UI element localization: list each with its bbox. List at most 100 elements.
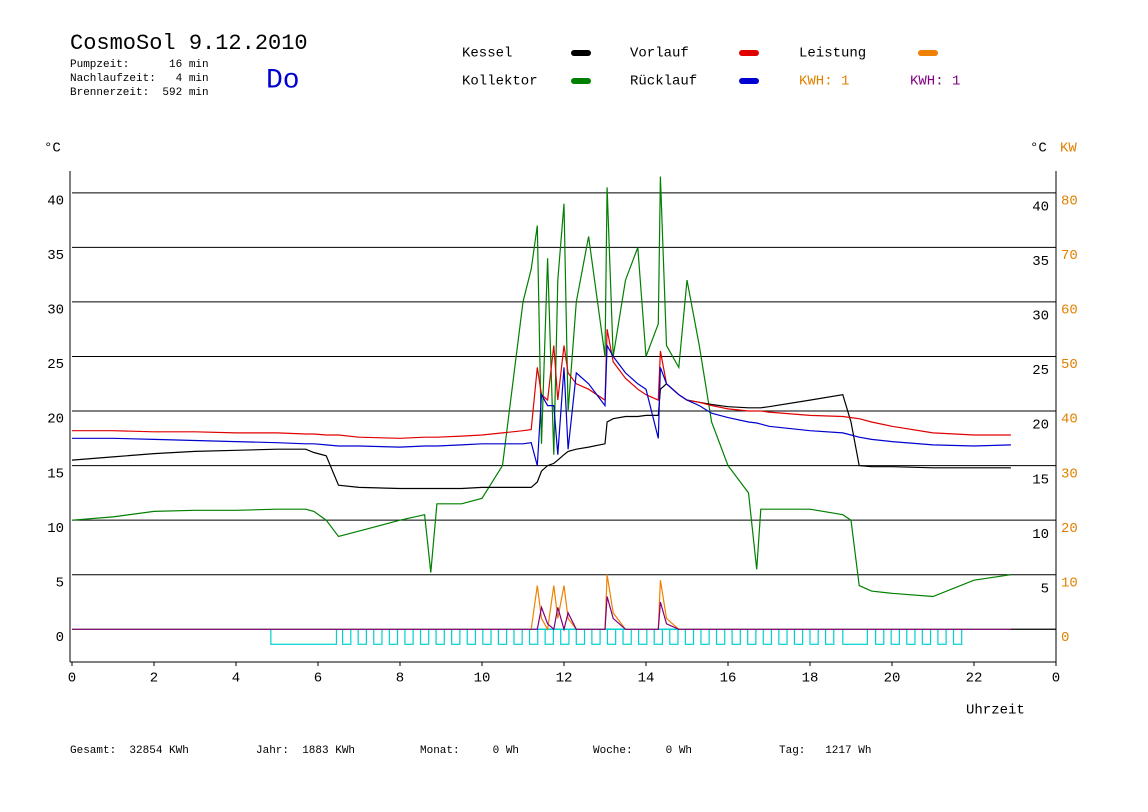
y-right-tick-label: 15: [1032, 472, 1049, 488]
footer: Gesamt: 32854 KWh: [70, 745, 189, 757]
y2-axis-label: KW: [1060, 141, 1077, 157]
pump-interval: [404, 628, 414, 645]
x-tick-label: 12: [556, 671, 573, 687]
pump-interval: [575, 628, 586, 645]
info: Pumpzeit: 16 min: [70, 59, 209, 71]
pump-interval: [731, 628, 741, 645]
pump-interval: [435, 628, 445, 645]
pump-interval: [778, 628, 788, 645]
info: Nachlaufzeit: 4 min: [70, 73, 209, 85]
legend-label: Vorlauf: [630, 46, 689, 62]
y-right-tick-label: 30: [1032, 309, 1049, 325]
pump-interval: [544, 628, 554, 645]
series-line: [72, 596, 1011, 632]
pump-interval: [842, 628, 868, 645]
x-tick-label: 8: [396, 671, 404, 687]
legend-label: KWH: 1: [910, 74, 960, 90]
y2-tick-label: 60: [1061, 303, 1078, 319]
pump-interval: [700, 628, 710, 645]
y-tick-label: 0: [56, 630, 64, 646]
y-right-tick-label: 10: [1032, 527, 1049, 543]
legend-label: Leistung: [799, 46, 866, 62]
y-axis-label: °C: [44, 141, 61, 157]
x-tick-label: 6: [314, 671, 322, 687]
pump-interval: [451, 628, 461, 645]
kwh-label: KWH: 1: [799, 74, 849, 90]
pump-interval: [890, 628, 900, 645]
y-tick-label: 25: [47, 357, 64, 373]
y-right-tick-label: 35: [1032, 254, 1049, 270]
y-tick-label: 30: [47, 303, 64, 319]
pump-interval: [874, 628, 885, 645]
x-tick-label: 2: [150, 671, 158, 687]
series-line: [71, 382, 1011, 490]
legend-label: Rücklauf: [630, 74, 697, 90]
x-axis-label: Uhrzeit: [966, 703, 1025, 719]
series-line: [72, 574, 1011, 632]
pump-interval: [762, 628, 773, 645]
x-tick-label: 10: [474, 671, 491, 687]
y-right-tick-label: 40: [1032, 200, 1049, 216]
pump-interval: [591, 628, 601, 645]
pump-interval: [715, 628, 726, 645]
pump-interval: [638, 628, 648, 645]
pump-interval: [482, 628, 492, 645]
y-tick-label: 10: [47, 521, 64, 537]
y2-tick-label: 10: [1061, 575, 1078, 591]
pump-interval: [906, 628, 916, 645]
y-tick-label: 20: [47, 412, 64, 428]
chart-title: CosmoSol 9.12.2010: [70, 31, 308, 56]
x-tick-label: 22: [966, 671, 983, 687]
pump-interval: [809, 628, 819, 645]
y-right-tick-label: 25: [1032, 363, 1049, 379]
y-tick-label: 40: [47, 194, 64, 210]
pump-interval: [684, 628, 695, 645]
pump-interval: [419, 628, 430, 645]
y2-tick-label: 0: [1061, 630, 1069, 646]
x-tick-label: 16: [720, 671, 737, 687]
x-tick-label: 20: [884, 671, 901, 687]
pump-interval: [669, 628, 679, 645]
pump-interval: [388, 628, 399, 645]
y-right-tick-label: 5: [1041, 581, 1049, 597]
series-line: [72, 329, 1011, 439]
pump-interval: [560, 628, 570, 645]
pump-interval: [921, 628, 932, 645]
y-right-tick-label: 20: [1032, 418, 1049, 434]
y2-tick-label: 50: [1061, 357, 1078, 373]
pump-interval: [937, 628, 947, 645]
pump-interval: [793, 628, 804, 645]
footer: Jahr: 1883 KWh: [256, 745, 355, 757]
footer: Monat: 0 Wh: [420, 745, 519, 757]
pump-interval: [513, 628, 523, 645]
x-tick-label: 18: [802, 671, 819, 687]
pump-interval: [270, 628, 338, 645]
weekday: Do: [266, 65, 300, 96]
legend-label: Kessel: [462, 46, 512, 62]
pump-interval: [528, 628, 539, 645]
pump-interval: [747, 628, 757, 645]
info: Brennerzeit: 592 min: [70, 87, 209, 99]
pump-interval: [622, 628, 632, 645]
y2-tick-label: 70: [1061, 248, 1078, 264]
legend-label: Kollektor: [462, 74, 538, 90]
pump-interval: [952, 628, 963, 645]
pump-interval: [373, 628, 383, 645]
y-tick-label: 5: [56, 575, 64, 591]
x-tick-label: 4: [232, 671, 240, 687]
pump-interval: [653, 628, 664, 645]
pump-interval: [466, 628, 477, 645]
footer: Tag: 1217 Wh: [779, 745, 871, 757]
series-line: [72, 343, 1011, 466]
pump-interval: [606, 628, 617, 645]
y-tick-label: 15: [47, 466, 64, 482]
pump-interval: [497, 628, 508, 645]
y2-axis-label: °C: [1030, 141, 1047, 157]
x-tick-label: 0: [1052, 671, 1060, 687]
footer: Woche: 0 Wh: [593, 745, 692, 757]
y2-tick-label: 80: [1061, 194, 1078, 210]
y2-tick-label: 30: [1061, 466, 1078, 482]
pump-interval: [357, 628, 367, 645]
pump-interval: [342, 628, 352, 645]
